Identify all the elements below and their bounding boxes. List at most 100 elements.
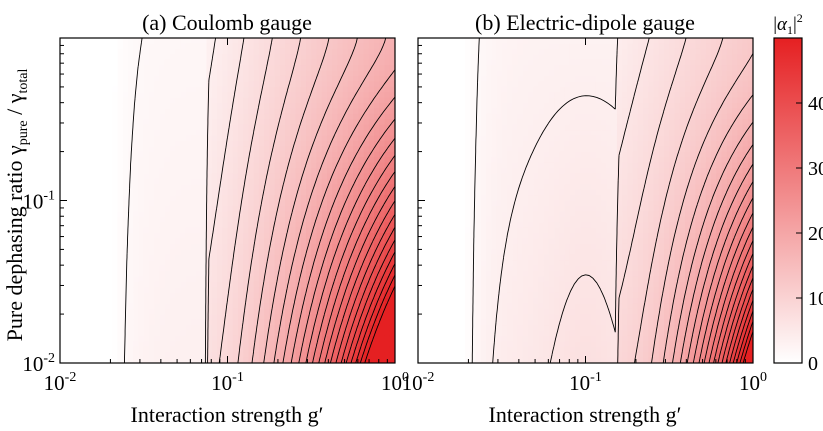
contour-cell bbox=[311, 200, 318, 207]
contour-cell bbox=[143, 298, 150, 305]
contour-cell bbox=[384, 178, 391, 185]
contour-cell bbox=[101, 135, 108, 142]
contour-cell bbox=[164, 43, 171, 50]
contour-cell bbox=[164, 314, 171, 321]
contour-cell bbox=[237, 92, 244, 99]
contour-cell bbox=[316, 38, 323, 45]
contour-cell bbox=[190, 200, 197, 207]
contour-cell bbox=[347, 75, 354, 82]
contour-cell bbox=[201, 249, 208, 256]
contour-cell bbox=[107, 281, 113, 288]
contour-cell bbox=[101, 270, 108, 277]
contour-cell bbox=[101, 146, 108, 153]
contour-cell bbox=[274, 238, 281, 245]
contour-cell bbox=[133, 346, 140, 353]
contour-cell bbox=[70, 43, 77, 50]
contour-cell bbox=[180, 227, 187, 234]
contour-cell bbox=[112, 233, 119, 240]
contour-cell bbox=[428, 178, 435, 185]
contour-cell bbox=[326, 298, 333, 305]
contour-cell bbox=[274, 346, 281, 353]
contour-cell bbox=[321, 314, 328, 321]
contour-cell bbox=[112, 113, 119, 120]
contour-cell bbox=[258, 92, 265, 99]
contour-cell bbox=[465, 325, 471, 332]
contour-cell bbox=[91, 124, 98, 131]
contour-cell bbox=[159, 189, 166, 196]
contour-cell bbox=[138, 124, 145, 131]
contour-cell bbox=[138, 211, 145, 218]
contour-cell bbox=[248, 178, 255, 185]
contour-cell bbox=[159, 184, 166, 191]
contour-cell bbox=[112, 308, 119, 315]
contour-cell bbox=[122, 140, 129, 147]
contour-cell bbox=[486, 189, 492, 196]
contour-cell bbox=[332, 357, 339, 363]
contour-cell bbox=[65, 238, 72, 245]
contour-cell bbox=[128, 233, 134, 240]
contour-cell bbox=[86, 352, 92, 359]
contour-cell bbox=[454, 92, 461, 99]
contour-cell bbox=[253, 276, 260, 283]
contour-cell bbox=[185, 281, 192, 288]
contour-cell bbox=[159, 298, 166, 305]
contour-cell bbox=[222, 81, 229, 88]
contour-cell bbox=[112, 70, 119, 77]
contour-cell bbox=[384, 38, 391, 45]
contour-cell bbox=[86, 238, 92, 245]
contour-cell bbox=[143, 325, 150, 332]
contour-cell bbox=[169, 86, 176, 93]
contour-cell bbox=[243, 281, 250, 288]
contour-cell bbox=[70, 287, 77, 294]
contour-cell bbox=[428, 184, 435, 191]
contour-cell bbox=[148, 184, 155, 191]
contour-cell bbox=[306, 233, 312, 240]
contour-cell bbox=[75, 70, 82, 77]
contour-cell bbox=[80, 238, 87, 245]
contour-cell bbox=[227, 178, 234, 185]
contour-cell bbox=[159, 341, 166, 348]
contour-cell bbox=[449, 65, 456, 72]
contour-cell bbox=[363, 238, 370, 245]
contour-cell bbox=[332, 184, 339, 191]
contour-cell bbox=[423, 287, 430, 294]
contour-cell bbox=[243, 162, 250, 169]
contour-cell bbox=[196, 319, 202, 326]
contour-cell bbox=[428, 81, 435, 88]
contour-cell bbox=[227, 254, 234, 261]
contour-cell bbox=[491, 146, 498, 153]
contour-cell bbox=[496, 243, 503, 250]
contour-cell bbox=[279, 146, 286, 153]
contour-cell bbox=[368, 205, 375, 212]
contour-cell bbox=[300, 292, 307, 299]
contour-cell bbox=[486, 314, 492, 321]
contour-cell bbox=[506, 130, 513, 137]
contour-cell bbox=[91, 168, 98, 175]
contour-cell bbox=[374, 254, 380, 261]
contour-cell bbox=[379, 70, 386, 77]
contour-cell bbox=[300, 113, 307, 120]
contour-cell bbox=[491, 70, 498, 77]
contour-cell bbox=[138, 157, 145, 164]
contour-cell bbox=[379, 162, 386, 169]
contour-cell bbox=[379, 146, 386, 153]
contour-cell bbox=[243, 216, 250, 223]
contour-cell bbox=[253, 195, 260, 202]
contour-cell bbox=[459, 70, 466, 77]
contour-cell bbox=[70, 119, 77, 126]
contour-cell bbox=[368, 303, 375, 310]
contour-cell bbox=[384, 59, 391, 66]
contour-cell bbox=[159, 352, 166, 359]
contour-cell bbox=[243, 173, 250, 180]
contour-cell bbox=[175, 227, 181, 234]
contour-cell bbox=[154, 222, 161, 229]
contour-cell bbox=[433, 130, 440, 137]
contour-cell bbox=[86, 195, 92, 202]
contour-cell bbox=[269, 287, 276, 294]
contour-cell bbox=[117, 195, 124, 202]
contour-cell bbox=[363, 38, 370, 45]
contour-cell bbox=[506, 335, 513, 342]
contour-cell bbox=[506, 260, 513, 267]
contour-cell bbox=[154, 276, 161, 283]
contour-cell bbox=[201, 265, 208, 272]
